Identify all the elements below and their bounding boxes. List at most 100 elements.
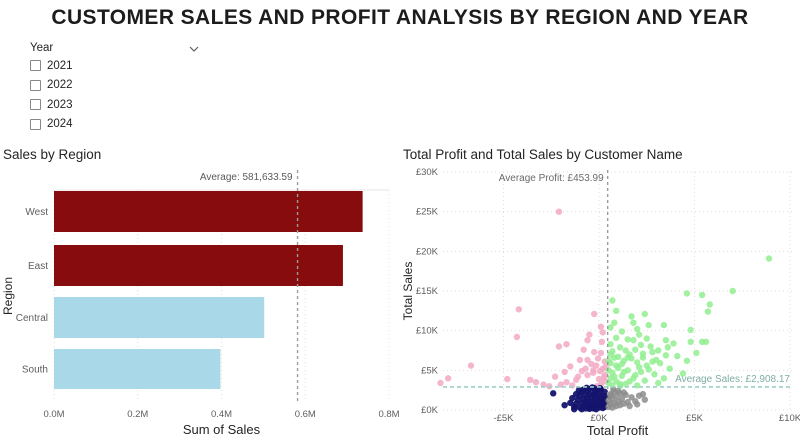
scatter-point[interactable] xyxy=(599,329,606,336)
scatter-point[interactable] xyxy=(614,353,622,360)
scatter-point[interactable] xyxy=(563,341,570,348)
scatter-point[interactable] xyxy=(620,368,627,376)
scatter-point[interactable] xyxy=(599,404,606,412)
scatter-point[interactable] xyxy=(513,333,521,341)
checkbox-2024[interactable] xyxy=(30,118,41,130)
scatter-point[interactable] xyxy=(605,379,612,387)
scatter-point[interactable] xyxy=(595,375,603,383)
scatter-point[interactable] xyxy=(605,357,612,364)
scatter-point[interactable] xyxy=(618,360,626,368)
scatter-point[interactable] xyxy=(597,323,605,330)
scatter-point[interactable] xyxy=(527,376,534,384)
scatter-point[interactable] xyxy=(628,394,635,401)
scatter-point[interactable] xyxy=(655,347,662,354)
scatter-point[interactable] xyxy=(632,346,639,353)
chevron-down-icon[interactable] xyxy=(188,42,200,54)
scatter-point[interactable] xyxy=(662,337,670,344)
scatter-point[interactable] xyxy=(614,387,622,395)
scatter-point[interactable] xyxy=(683,290,691,297)
scatter-point[interactable] xyxy=(702,338,710,345)
scatter-point[interactable] xyxy=(610,386,617,393)
scatter-point[interactable] xyxy=(698,291,706,299)
scatter-point[interactable] xyxy=(634,325,641,333)
scatter-point[interactable] xyxy=(655,379,662,387)
checkbox-2023[interactable] xyxy=(30,99,41,111)
scatter-point[interactable] xyxy=(634,401,641,408)
scatter-point[interactable] xyxy=(601,388,608,395)
scatter-point[interactable] xyxy=(571,406,578,413)
scatter-point[interactable] xyxy=(651,371,658,378)
scatter-point[interactable] xyxy=(599,365,606,372)
scatter-point[interactable] xyxy=(624,336,631,343)
scatter-point[interactable] xyxy=(683,357,691,364)
year-slicer-header[interactable]: Year xyxy=(30,40,200,56)
scatter-point[interactable] xyxy=(437,379,444,387)
scatter-point[interactable] xyxy=(656,360,664,367)
scatter-point[interactable] xyxy=(598,338,606,345)
scatter-point[interactable] xyxy=(660,375,668,382)
scatter-point[interactable] xyxy=(687,338,694,345)
scatter-point[interactable] xyxy=(584,337,591,344)
scatter-point[interactable] xyxy=(626,378,633,385)
bar-west[interactable] xyxy=(54,191,363,232)
scatter-point[interactable] xyxy=(618,395,626,403)
scatter-point[interactable] xyxy=(561,402,568,409)
scatter-point[interactable] xyxy=(515,306,522,313)
scatter-point[interactable] xyxy=(616,344,624,351)
scatter-point[interactable] xyxy=(582,365,589,372)
scatter-point[interactable] xyxy=(504,375,511,383)
checkbox-2021[interactable] xyxy=(30,60,41,72)
scatter-point[interactable] xyxy=(611,373,618,380)
scatter-point[interactable] xyxy=(693,349,700,357)
scatter-point[interactable] xyxy=(591,310,598,318)
scatter-point[interactable] xyxy=(628,313,635,320)
scatter-point[interactable] xyxy=(551,373,559,380)
scatter-point[interactable] xyxy=(601,371,608,379)
scatter-point[interactable] xyxy=(444,375,452,382)
scatter-point[interactable] xyxy=(591,348,598,356)
bar-east[interactable] xyxy=(54,245,343,286)
scatter-point[interactable] xyxy=(586,331,593,338)
scatter-point[interactable] xyxy=(645,366,652,373)
scatter-point[interactable] xyxy=(592,362,600,369)
scatter-point[interactable] xyxy=(597,349,605,357)
scatter-point[interactable] xyxy=(607,324,614,331)
scatter-point[interactable] xyxy=(584,371,591,379)
scatter-point[interactable] xyxy=(662,352,670,359)
scatter-point[interactable] xyxy=(607,341,614,348)
scatter-point[interactable] xyxy=(613,362,620,369)
scatter-point[interactable] xyxy=(647,343,654,350)
scatter-point[interactable] xyxy=(645,321,652,329)
scatter-point[interactable] xyxy=(624,354,631,361)
scatter-point[interactable] xyxy=(611,319,618,326)
scatter-point[interactable] xyxy=(567,363,574,370)
scatter-point[interactable] xyxy=(590,369,597,376)
scatter-point[interactable] xyxy=(649,348,656,356)
scatter-point[interactable] xyxy=(607,392,614,399)
scatter-point[interactable] xyxy=(639,390,647,398)
scatter-point[interactable] xyxy=(563,379,570,386)
scatter-point[interactable] xyxy=(649,358,656,365)
scatter-point[interactable] xyxy=(664,344,671,351)
scatter-point[interactable] xyxy=(467,362,475,369)
scatter-point[interactable] xyxy=(584,356,591,364)
scatter-point[interactable] xyxy=(622,347,629,354)
scatter-point[interactable] xyxy=(607,351,614,358)
scatter-point[interactable] xyxy=(637,341,645,349)
scatter-point[interactable] xyxy=(613,307,620,314)
checkbox-2022[interactable] xyxy=(30,79,41,91)
scatter-point[interactable] xyxy=(765,255,773,262)
scatter-point[interactable] xyxy=(616,380,624,387)
scatter-point[interactable] xyxy=(555,343,563,350)
scatter-point[interactable] xyxy=(630,319,637,326)
scatter-point[interactable] xyxy=(532,379,540,386)
scatter-point[interactable] xyxy=(613,334,620,341)
scatter-point[interactable] xyxy=(596,385,604,392)
scatter-point[interactable] xyxy=(578,406,585,413)
scatter-point[interactable] xyxy=(620,389,627,396)
scatter-point[interactable] xyxy=(660,321,668,329)
scatter-point[interactable] xyxy=(576,356,584,364)
scatter-point[interactable] xyxy=(635,364,643,371)
bar-south[interactable] xyxy=(54,349,221,389)
scatter-point[interactable] xyxy=(626,402,633,410)
